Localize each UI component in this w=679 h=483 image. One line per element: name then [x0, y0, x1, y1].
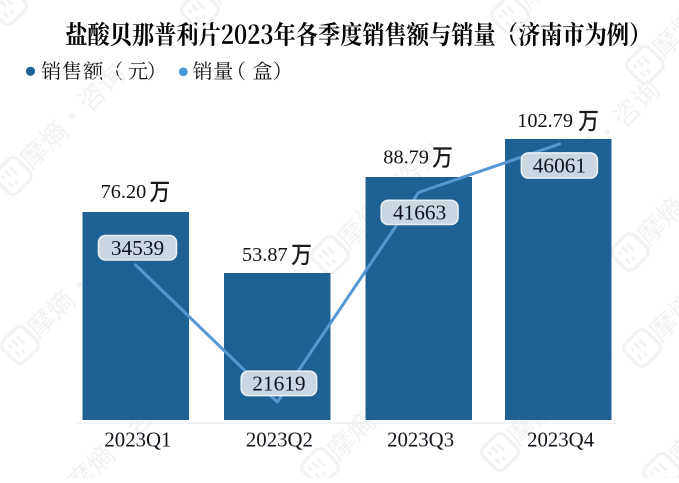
- svg-text:34539: 34539: [111, 236, 164, 260]
- svg-text:41663: 41663: [393, 201, 446, 225]
- svg-text:21619: 21619: [252, 372, 305, 396]
- svg-text:2023Q3: 2023Q3: [387, 429, 454, 452]
- svg-text:46061: 46061: [533, 154, 586, 178]
- svg-text:2023Q1: 2023Q1: [104, 429, 171, 452]
- svg-text:102.79: 102.79: [517, 110, 573, 132]
- svg-text:76.20: 76.20: [101, 181, 147, 203]
- svg-text:53.87: 53.87: [242, 244, 288, 266]
- svg-text:88.79: 88.79: [383, 147, 429, 169]
- svg-text:2023Q4: 2023Q4: [527, 429, 595, 452]
- svg-text:2023Q2: 2023Q2: [246, 429, 313, 452]
